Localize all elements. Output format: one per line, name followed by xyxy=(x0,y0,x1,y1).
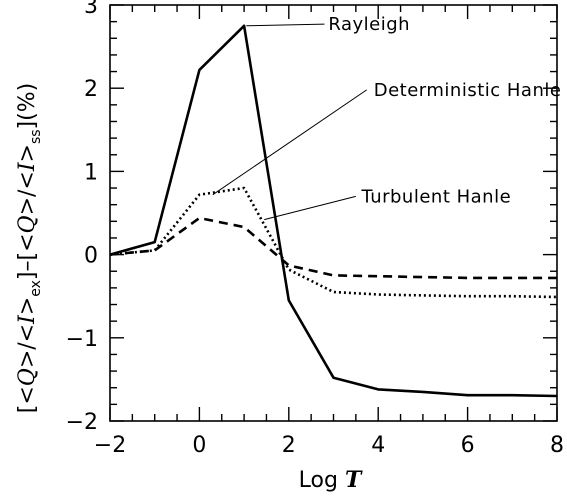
plot-area xyxy=(109,4,558,422)
series-layer xyxy=(109,24,558,398)
y-axis-title-part: [ xyxy=(15,252,40,261)
x-axis-title: Log T xyxy=(299,467,363,493)
y-axis-title-part: (%) xyxy=(15,83,40,121)
y-tick-label: −1 xyxy=(66,327,98,352)
x-tick-label: 2 xyxy=(282,433,296,458)
x-axis-title-prefix: Log xyxy=(299,468,345,493)
y-axis-title-part: <I> xyxy=(15,144,40,190)
y-axis-title-part: ] xyxy=(15,121,40,130)
y-tick-label: 0 xyxy=(84,244,98,269)
y-tick-label: 3 xyxy=(84,0,98,19)
x-tick-label: 6 xyxy=(461,433,475,458)
y-tick-label: 1 xyxy=(84,160,98,185)
y-axis-title-part: <I> xyxy=(15,297,40,343)
x-tick-label: −2 xyxy=(94,433,126,458)
annotation-turbulent-hanle: Turbulent Hanle xyxy=(360,186,511,207)
annotation-leader-rayleigh xyxy=(246,23,325,27)
x-tick-label: 0 xyxy=(192,433,206,458)
annotation-layer: Rayleigh Deterministic Hanle Turbulent Han… xyxy=(212,14,562,221)
y-axis-title-part: ] xyxy=(15,272,40,281)
x-axis-title-variable: T xyxy=(345,467,363,493)
tick-layer: −2 0 2 4 6 8 −2 −1 0 1 2 3 xyxy=(66,0,564,458)
y-tick-label: 2 xyxy=(84,77,98,102)
y-axis-title-subscript: ss xyxy=(28,129,44,144)
x-tick-label: 4 xyxy=(371,433,385,458)
series-line-rayleigh xyxy=(109,24,558,398)
y-axis-title-part: <Q> xyxy=(15,197,40,252)
annotation-leader-turbulent-hanle xyxy=(264,195,356,221)
annotation-rayleigh: Rayleigh xyxy=(328,14,410,35)
y-tick-label: −2 xyxy=(66,410,98,435)
y-axis-title: [<Q>/<I>ex]–[<Q>/<I>ss](%) xyxy=(15,83,44,413)
annotation-leader-deterministic-hanle xyxy=(212,89,367,196)
y-axis-title-subscript: ex xyxy=(28,280,44,297)
x-tick-label: 8 xyxy=(550,433,564,458)
series-line-turbulent-hanle xyxy=(109,216,557,280)
annotation-deterministic-hanle: Deterministic Hanle xyxy=(374,80,562,101)
y-axis-title-part: <Q> xyxy=(15,350,40,405)
plot-frame xyxy=(109,4,558,422)
y-axis-title-part: / xyxy=(15,189,40,197)
y-axis-title-part: – xyxy=(15,261,40,272)
y-axis-title-part: [ xyxy=(15,405,40,414)
y-axis-title-part: / xyxy=(15,342,40,350)
